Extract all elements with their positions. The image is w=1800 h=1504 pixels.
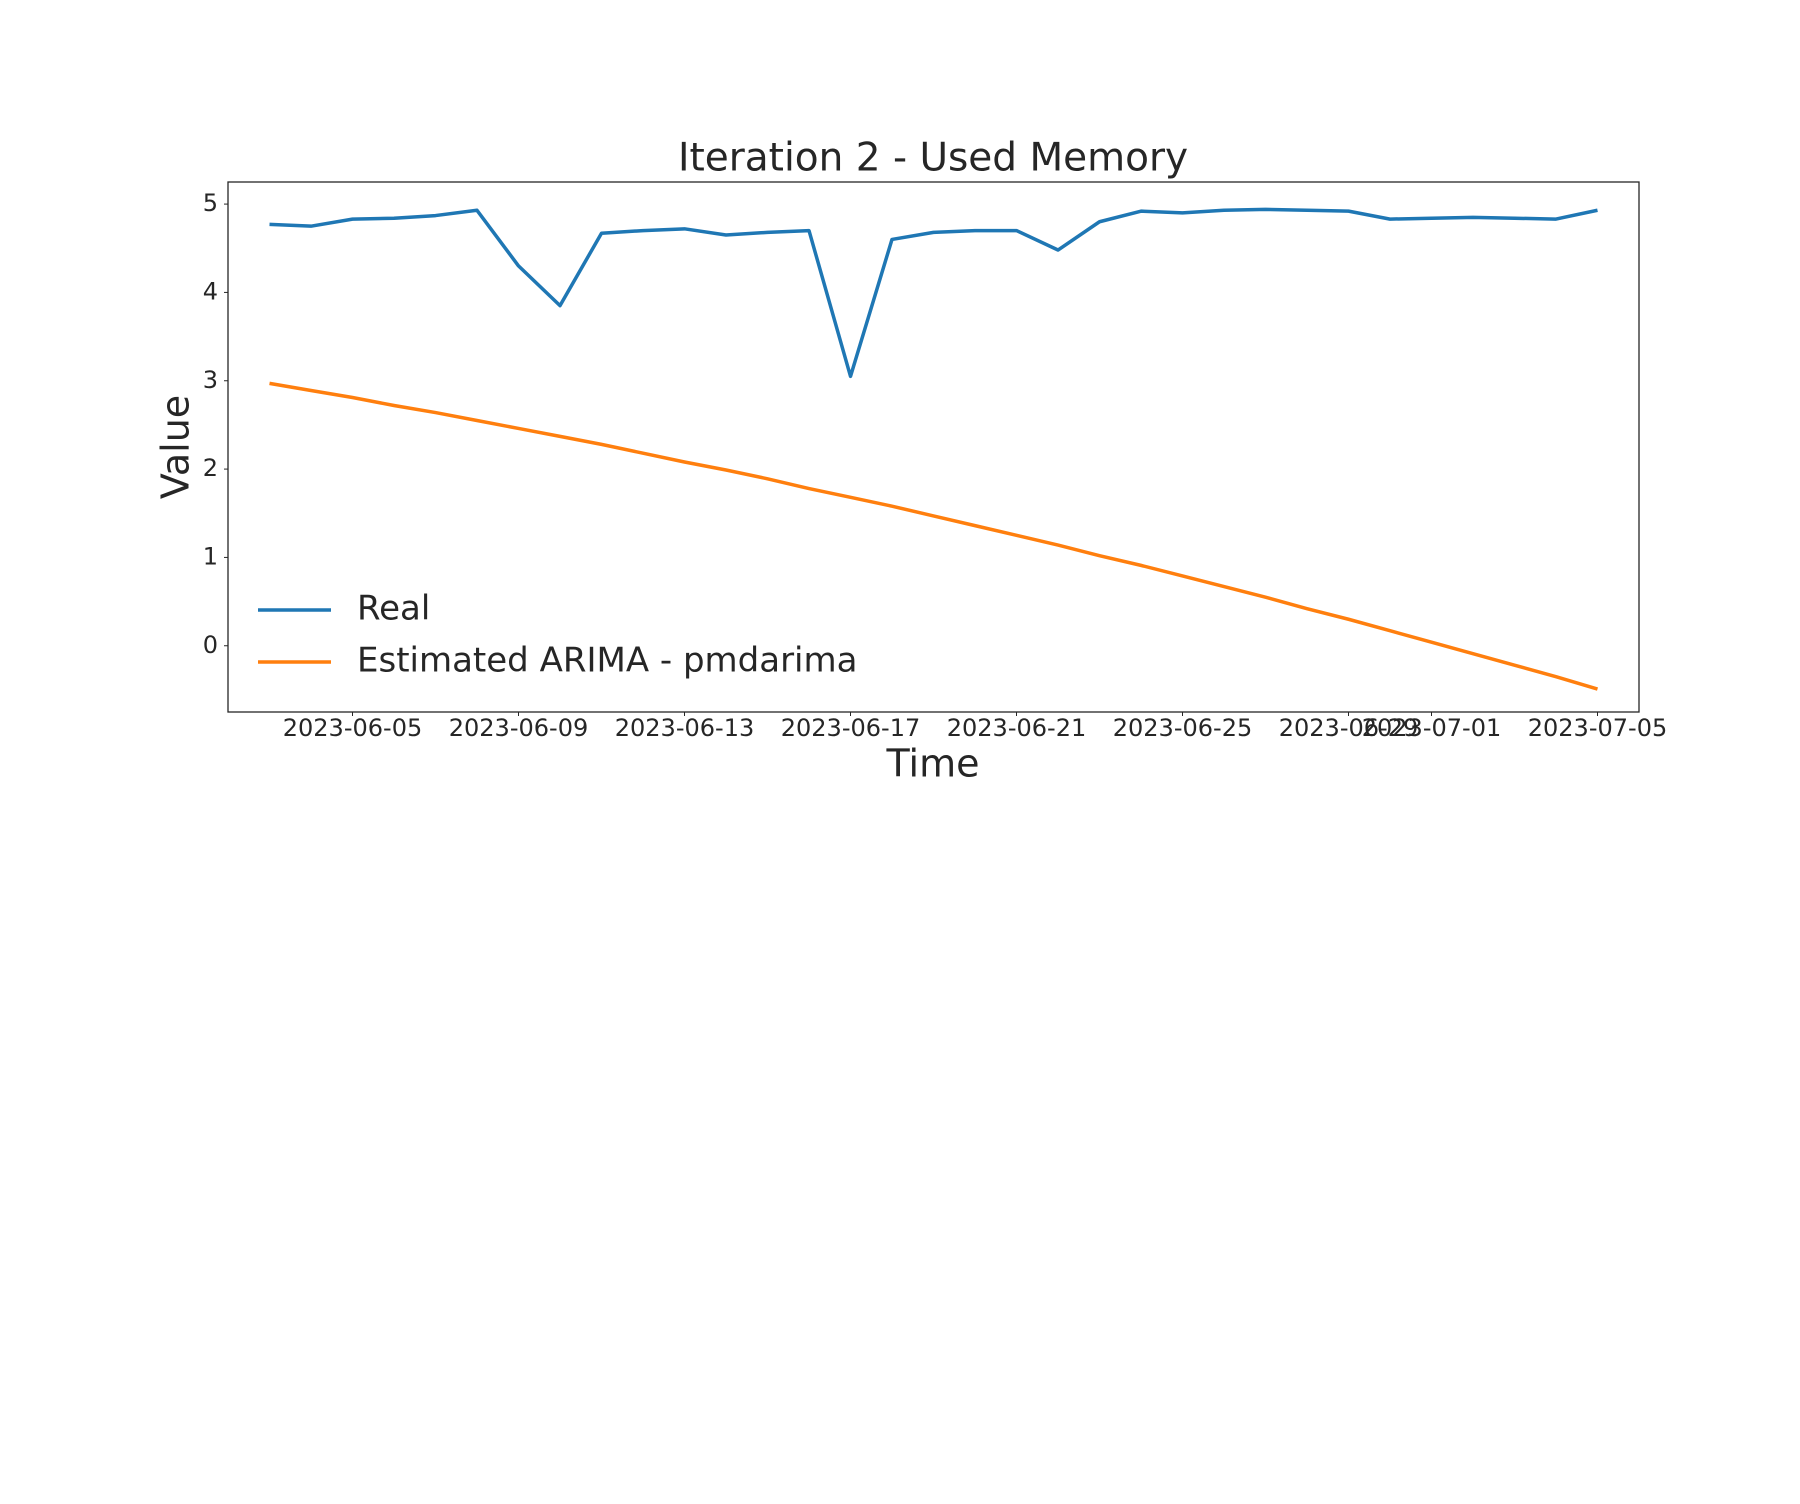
y-axis-label: Value (154, 395, 198, 499)
y-tick-label: 2 (203, 454, 218, 482)
x-tick-label: 2023-06-05 (283, 714, 422, 742)
chart-title: Iteration 2 - Used Memory (678, 136, 1188, 181)
x-tick-label: 2023-06-29 (1279, 714, 1418, 742)
legend: Real Estimated ARIMA - pmdarima (258, 589, 857, 681)
y-tick-label: 1 (203, 542, 218, 570)
x-tick-label: 2023-06-25 (1113, 714, 1252, 742)
y-tick-label: 5 (203, 189, 218, 217)
x-tick-label: 2023-06-09 (449, 714, 588, 742)
x-tick-label: 2023-07-01 (1362, 714, 1501, 742)
x-axis-label: Time (886, 742, 980, 786)
legend-label: Estimated ARIMA - pmdarima (357, 641, 857, 681)
plot-frame (227, 181, 1640, 713)
y-tick-label: 0 (203, 631, 218, 659)
x-tick-label: 2023-06-13 (615, 714, 754, 742)
x-tick-label: 2023-07-05 (1528, 714, 1667, 742)
data-line (269, 207, 1598, 379)
legend-label: Real (357, 589, 430, 629)
x-tick-label: 2023-06-21 (947, 714, 1086, 742)
y-tick-label: 4 (203, 277, 218, 305)
y-tick-label: 3 (203, 366, 218, 394)
x-tick-label: 2023-06-17 (781, 714, 920, 742)
data-line (269, 381, 1598, 691)
